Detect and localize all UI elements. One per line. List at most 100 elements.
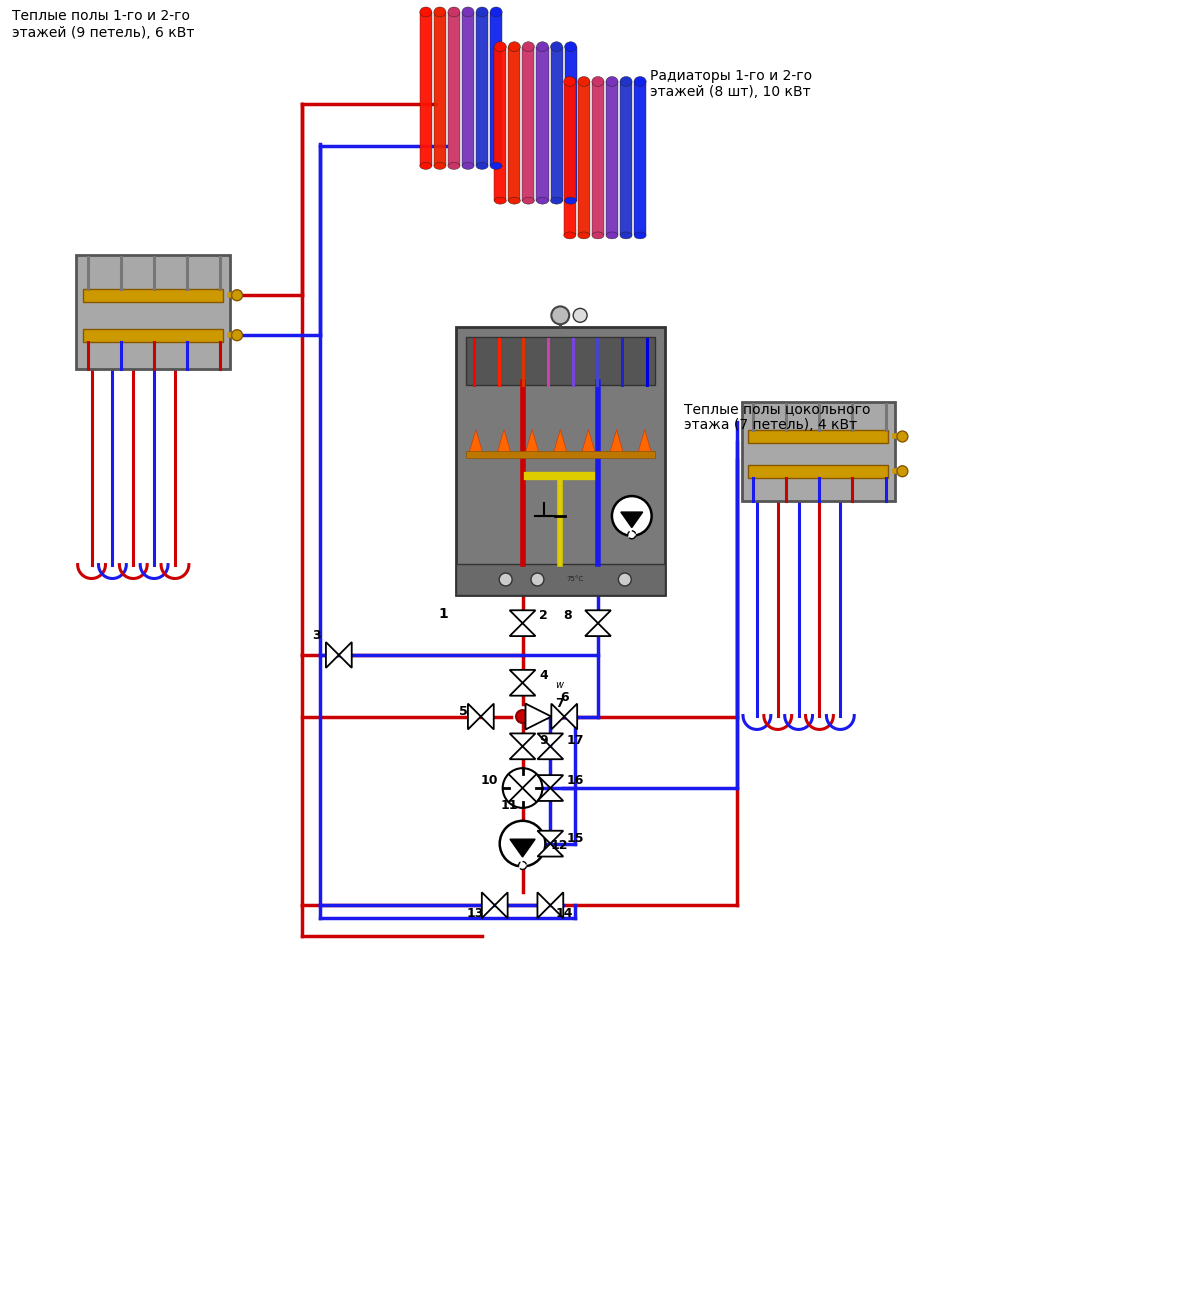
Circle shape <box>628 530 636 538</box>
Circle shape <box>499 820 545 867</box>
Circle shape <box>232 290 242 300</box>
Ellipse shape <box>551 198 563 204</box>
Ellipse shape <box>578 231 590 239</box>
Text: Радиаторы 1-го и 2-го
этажей (8 шт), 10 кВт: Радиаторы 1-го и 2-го этажей (8 шт), 10 … <box>649 69 811 99</box>
Polygon shape <box>610 429 624 454</box>
Circle shape <box>516 710 529 723</box>
Bar <box>462 12 474 166</box>
Polygon shape <box>538 775 563 788</box>
Polygon shape <box>538 733 563 746</box>
Text: Теплые полы цокольного
этажа (7 петель), 4 кВт: Теплые полы цокольного этажа (7 петель),… <box>684 402 871 432</box>
Text: 4: 4 <box>540 668 548 681</box>
Ellipse shape <box>476 6 488 17</box>
Polygon shape <box>538 844 563 857</box>
Polygon shape <box>494 892 508 918</box>
Bar <box>456 328 665 595</box>
Text: Теплые полы 1-го и 2-го
этажей (9 петель), 6 кВт: Теплые полы 1-го и 2-го этажей (9 петель… <box>12 9 194 40</box>
Ellipse shape <box>522 42 534 52</box>
Circle shape <box>530 573 544 586</box>
Ellipse shape <box>509 42 521 52</box>
Ellipse shape <box>536 198 548 204</box>
Text: 1: 1 <box>438 607 448 621</box>
Polygon shape <box>510 670 535 682</box>
Ellipse shape <box>420 6 432 17</box>
Polygon shape <box>481 703 493 729</box>
Text: 2: 2 <box>540 610 548 623</box>
Polygon shape <box>510 610 535 623</box>
Bar <box>420 12 432 166</box>
Bar <box>742 402 895 500</box>
Bar <box>749 430 888 443</box>
Text: 5: 5 <box>458 705 468 718</box>
Bar <box>536 47 548 200</box>
Polygon shape <box>586 610 611 623</box>
Polygon shape <box>510 682 535 696</box>
Polygon shape <box>553 429 568 454</box>
Bar <box>83 329 223 342</box>
Polygon shape <box>526 429 539 454</box>
Polygon shape <box>510 746 535 759</box>
Bar <box>490 12 502 166</box>
Bar <box>522 47 534 200</box>
Bar <box>620 82 632 235</box>
Ellipse shape <box>494 198 506 204</box>
Circle shape <box>612 497 652 536</box>
Text: 10: 10 <box>481 774 498 786</box>
Ellipse shape <box>509 198 521 204</box>
Ellipse shape <box>462 6 474 17</box>
Polygon shape <box>538 892 551 918</box>
Ellipse shape <box>462 162 474 169</box>
Bar <box>592 82 604 235</box>
Circle shape <box>232 330 242 341</box>
Polygon shape <box>538 746 563 759</box>
Ellipse shape <box>565 198 577 204</box>
Bar <box>551 47 563 200</box>
Polygon shape <box>551 892 563 918</box>
Ellipse shape <box>476 162 488 169</box>
Bar <box>456 564 665 595</box>
Bar <box>509 47 521 200</box>
Ellipse shape <box>434 6 446 17</box>
Ellipse shape <box>578 77 590 86</box>
Bar <box>76 255 230 369</box>
Polygon shape <box>637 429 652 454</box>
Polygon shape <box>482 892 494 918</box>
Polygon shape <box>338 642 352 668</box>
Polygon shape <box>526 703 551 729</box>
Polygon shape <box>586 623 611 636</box>
Circle shape <box>618 573 631 586</box>
Ellipse shape <box>565 42 577 52</box>
Polygon shape <box>510 733 535 746</box>
Bar <box>83 289 223 302</box>
Polygon shape <box>497 429 511 454</box>
Bar <box>634 82 646 235</box>
Ellipse shape <box>420 162 432 169</box>
Ellipse shape <box>564 231 576 239</box>
Text: 3: 3 <box>312 629 320 642</box>
Circle shape <box>574 308 587 322</box>
Bar <box>606 82 618 235</box>
Bar <box>434 12 446 166</box>
Text: 8: 8 <box>563 610 572 623</box>
Text: 6: 6 <box>560 690 569 703</box>
Ellipse shape <box>606 231 618 239</box>
Polygon shape <box>510 623 535 636</box>
Text: 14: 14 <box>556 907 572 920</box>
Polygon shape <box>582 429 595 454</box>
Ellipse shape <box>448 6 460 17</box>
Ellipse shape <box>494 42 506 52</box>
Circle shape <box>518 862 527 870</box>
Bar <box>494 47 506 200</box>
Ellipse shape <box>448 162 460 169</box>
Polygon shape <box>620 512 643 528</box>
Text: 13: 13 <box>467 907 485 920</box>
Ellipse shape <box>434 162 446 169</box>
Ellipse shape <box>592 77 604 86</box>
Polygon shape <box>469 429 482 454</box>
Ellipse shape <box>564 77 576 86</box>
Ellipse shape <box>606 77 618 86</box>
Bar <box>466 451 655 459</box>
Text: 17: 17 <box>566 734 583 747</box>
Bar <box>564 47 577 200</box>
Circle shape <box>503 768 542 807</box>
